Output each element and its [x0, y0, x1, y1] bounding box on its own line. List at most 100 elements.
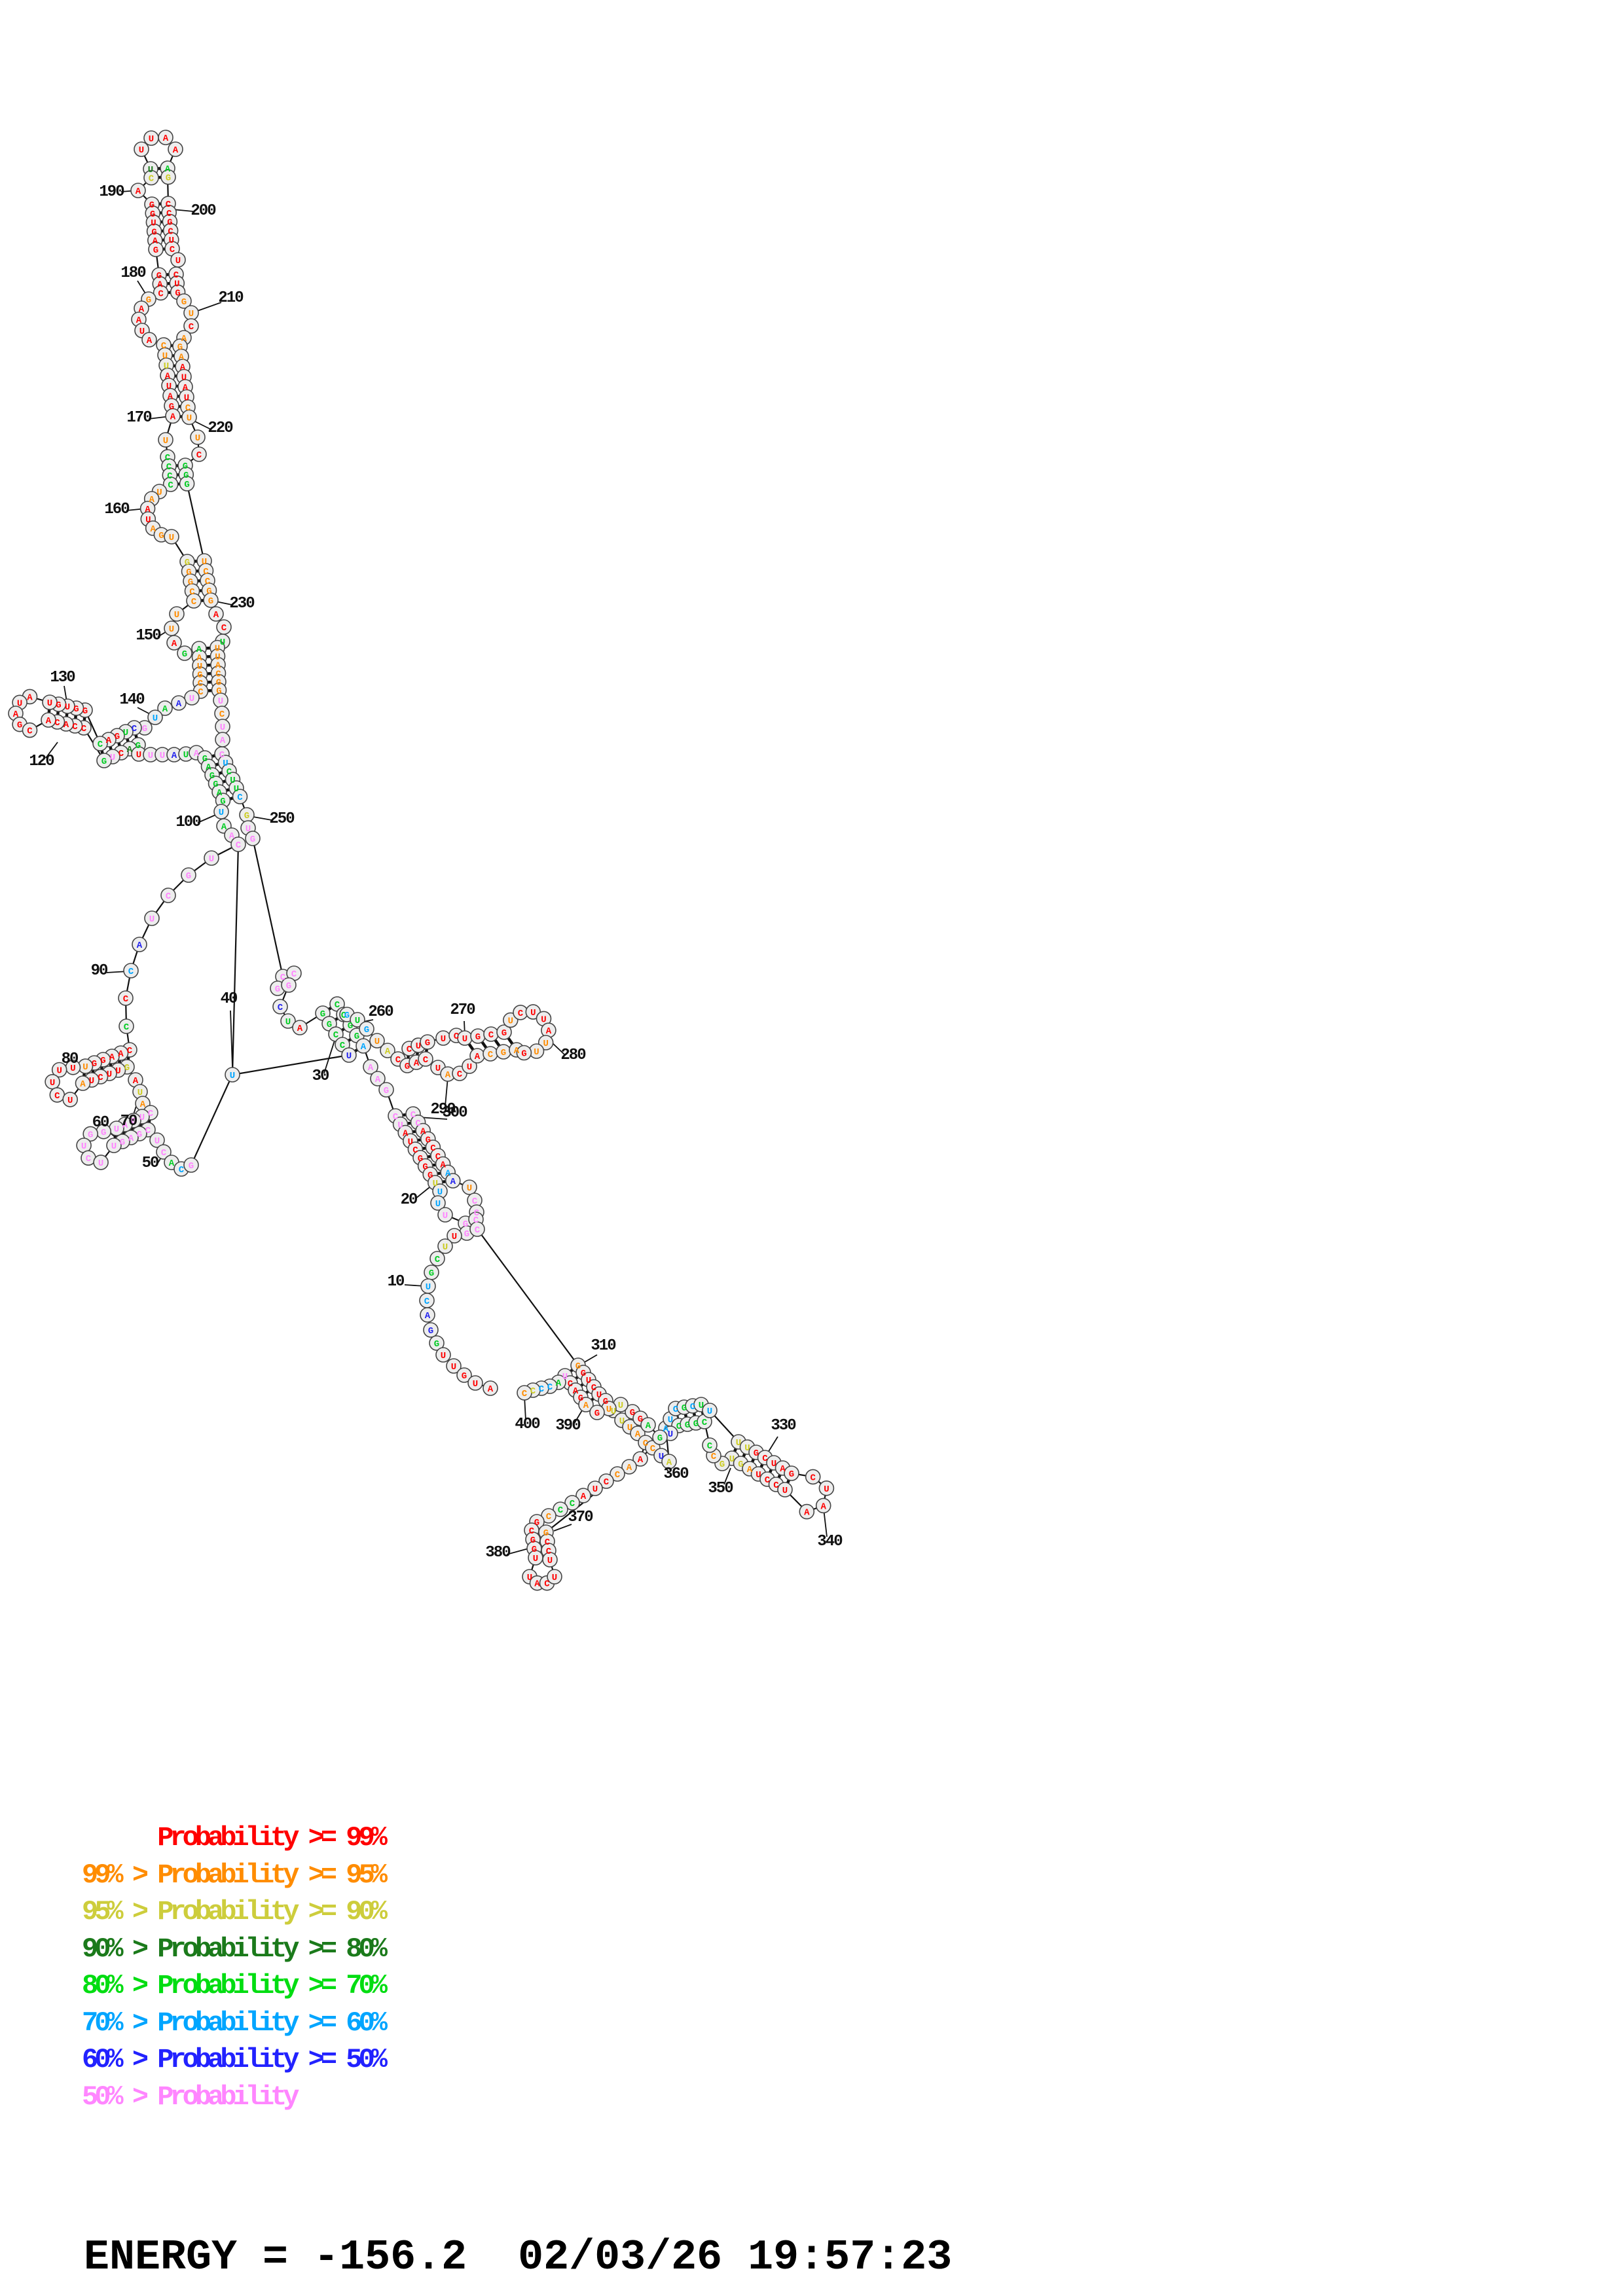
nucleotide-letter: A — [122, 1121, 128, 1131]
nucleotide-letter: A — [139, 304, 145, 315]
nucleotide-node — [22, 722, 38, 738]
nucleotide-letter: C — [185, 403, 191, 414]
nucleotide-letter: G — [738, 1460, 743, 1470]
nucleotide-node — [437, 1238, 453, 1254]
nucleotide-letter: U — [136, 750, 141, 761]
nucleotide-letter: C — [227, 767, 232, 778]
nucleotide-letter: A — [445, 1168, 451, 1179]
nucleotide-letter: A — [133, 1076, 139, 1086]
nucleotide-node — [119, 1018, 134, 1034]
nucleotide-letter: A — [196, 645, 202, 655]
nucleotide-letter: U — [443, 1211, 448, 1221]
backbone-line — [231, 844, 240, 1075]
nucleotide-letter: U — [223, 759, 228, 769]
nucleotide-node — [462, 1179, 477, 1195]
position-label: 350 — [708, 1480, 733, 1498]
nucleotide-letter: A — [145, 505, 151, 515]
nucleotide-letter: U — [215, 644, 220, 655]
nucleotide-letter: C — [473, 1215, 479, 1226]
nucleotide-node — [575, 1488, 591, 1503]
nucleotide-letter: C — [762, 1454, 768, 1464]
nucleotide-node — [51, 1062, 67, 1078]
position-label: 390 — [555, 1417, 581, 1435]
nucleotide-letter: C — [544, 1579, 550, 1590]
nucleotide-letter: U — [230, 1071, 235, 1081]
nucleotide-node — [106, 1138, 122, 1153]
position-label: 130 — [50, 669, 75, 687]
nucleotide-letter: C — [145, 1126, 151, 1136]
nucleotide-node — [82, 1126, 98, 1142]
nucleotide-letter: G — [208, 596, 213, 607]
nucleotide-letter: C — [615, 1470, 621, 1480]
nucleotide-node — [156, 1144, 172, 1160]
nucleotide-letter: U — [527, 1573, 532, 1583]
nucleotide-node — [169, 606, 185, 622]
nucleotide-letter: U — [437, 1187, 443, 1198]
nucleotide-letter: G — [434, 1339, 439, 1350]
nucleotide-letter: C — [189, 322, 194, 332]
nucleotide-letter: A — [136, 187, 141, 197]
nucleotide-letter: G — [82, 706, 88, 717]
nucleotide-letter: U — [111, 1141, 117, 1152]
nucleotide-letter: G — [197, 670, 202, 681]
nucleotide-letter: A — [147, 336, 153, 346]
nucleotide-letter: C — [203, 567, 209, 577]
nucleotide-node — [370, 1071, 386, 1086]
nucleotide-letter: C — [215, 670, 221, 680]
nucleotide-letter: G — [543, 1528, 549, 1539]
nucleotide-letter: C — [435, 1152, 441, 1162]
nucleotide-letter: G — [327, 1020, 332, 1030]
nucleotide-letter: A — [136, 315, 142, 326]
nucleotide-letter: C — [395, 1055, 401, 1066]
nucleotide-letter: G — [418, 1154, 423, 1164]
backbone-line — [823, 1508, 828, 1537]
nucleotide-letter: U — [215, 653, 220, 663]
nucleotide-letter: U — [562, 1372, 568, 1382]
nucleotide-letter: G — [17, 721, 22, 731]
nucleotide-node — [232, 789, 248, 804]
nucleotide-letter: C — [196, 450, 202, 461]
nucleotide-node — [176, 293, 192, 309]
nucleotide-letter: U — [668, 1415, 673, 1426]
nucleotide-letter: C — [707, 1441, 713, 1452]
nucleotide-letter: C — [158, 289, 164, 299]
position-label: 270 — [450, 1001, 475, 1019]
nucleotide-letter: U — [164, 361, 169, 372]
nucleotide-letter: U — [139, 1113, 145, 1123]
nucleotide-letter: A — [368, 1063, 374, 1073]
position-label: 100 — [175, 814, 201, 831]
nucleotide-node — [141, 332, 157, 348]
nucleotide-node — [162, 476, 179, 492]
position-label: 150 — [136, 627, 161, 645]
nucleotide-node — [430, 1195, 446, 1211]
nucleotide-letter: G — [182, 649, 187, 660]
nucleotide-letter: A — [221, 822, 227, 833]
nucleotide-letter: U — [435, 1199, 441, 1210]
nucleotide-letter: A — [635, 1429, 641, 1440]
diagram-layer — [8, 130, 835, 1591]
nucleotide-letter: G — [462, 1371, 467, 1382]
nucleotide-letter: U — [586, 1376, 591, 1386]
nucleotide-letter: A — [666, 1458, 672, 1468]
nucleotide-letter: G — [151, 227, 156, 238]
nucleotide-letter: G — [167, 218, 172, 228]
nucleotide-letter: G — [216, 678, 221, 689]
nucleotide-node — [177, 645, 192, 661]
backbone-line — [445, 1077, 448, 1107]
position-label: 180 — [120, 264, 146, 282]
nucleotide-letter: U — [65, 702, 70, 713]
nucleotide-letter: G — [216, 687, 221, 697]
position-label: 260 — [368, 1003, 393, 1021]
nucleotide-letter: U — [473, 1379, 478, 1390]
nucleotide-letter: G — [426, 1135, 431, 1145]
backbone-line — [230, 1010, 233, 1067]
nucleotide-letter: C — [148, 1109, 154, 1119]
backbone-line — [232, 1054, 350, 1076]
nucleotide-letter: U — [756, 1470, 761, 1480]
nucleotide-letter: A — [173, 145, 179, 156]
nucleotide-letter: A — [27, 692, 33, 703]
position-label: 160 — [104, 501, 130, 518]
nucleotide-letter: G — [169, 402, 174, 412]
nucleotide-letter: C — [198, 679, 204, 689]
nucleotide-node — [144, 910, 160, 926]
